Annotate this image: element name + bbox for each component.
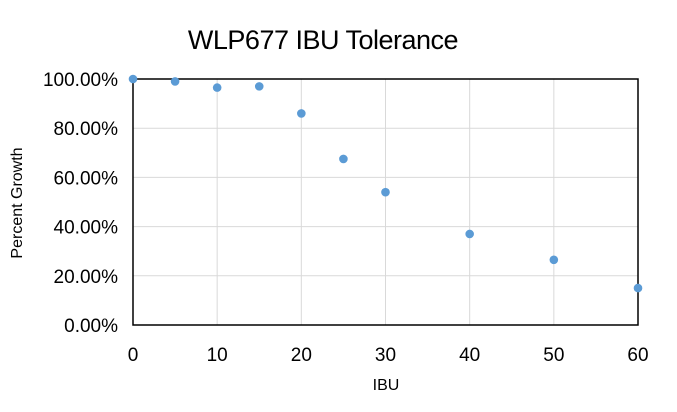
x-axis-tick-labels: 0 10 20 30 40 50 60	[128, 345, 649, 366]
data-point-0-3	[254, 82, 264, 91]
x-axis-title: IBU	[373, 377, 400, 394]
data-point-0-0	[128, 74, 138, 84]
x-tick-label-2: 20	[291, 345, 312, 366]
x-tick-label-3: 30	[375, 345, 396, 366]
y-tick-label-3: 60.00%	[54, 168, 119, 189]
data-point-0-1	[170, 77, 180, 86]
x-tick-label-4: 40	[459, 345, 480, 366]
x-tick-label-0: 0	[128, 345, 139, 366]
data-point-0-6	[381, 187, 390, 197]
y-tick-label-0: 0.00%	[64, 316, 118, 337]
data-series	[128, 74, 643, 293]
x-tick-label-6: 60	[627, 345, 648, 366]
y-tick-label-4: 80.00%	[54, 119, 119, 140]
y-axis-tick-labels: 0.00% 20.00% 40.00% 60.00% 80.00% 100.00%	[43, 70, 118, 337]
data-point-0-8	[549, 255, 559, 265]
data-point-0-7	[465, 229, 474, 239]
data-point-0-5	[339, 154, 348, 164]
y-tick-label-5: 100.00%	[43, 70, 118, 91]
y-axis-title: Percent Growth	[9, 147, 26, 258]
data-point-0-4	[297, 109, 306, 118]
grid-lines	[132, 78, 639, 326]
y-tick-label-1: 20.00%	[54, 267, 119, 288]
x-tick-label-1: 10	[207, 345, 228, 366]
y-tick-label-2: 40.00%	[54, 218, 119, 239]
data-point-0-2	[212, 83, 222, 92]
chart-title: WLP677 IBU Tolerance	[188, 25, 458, 55]
x-tick-label-5: 50	[543, 345, 564, 366]
data-point-0-9	[633, 283, 643, 293]
plot-area-frame	[132, 78, 639, 326]
